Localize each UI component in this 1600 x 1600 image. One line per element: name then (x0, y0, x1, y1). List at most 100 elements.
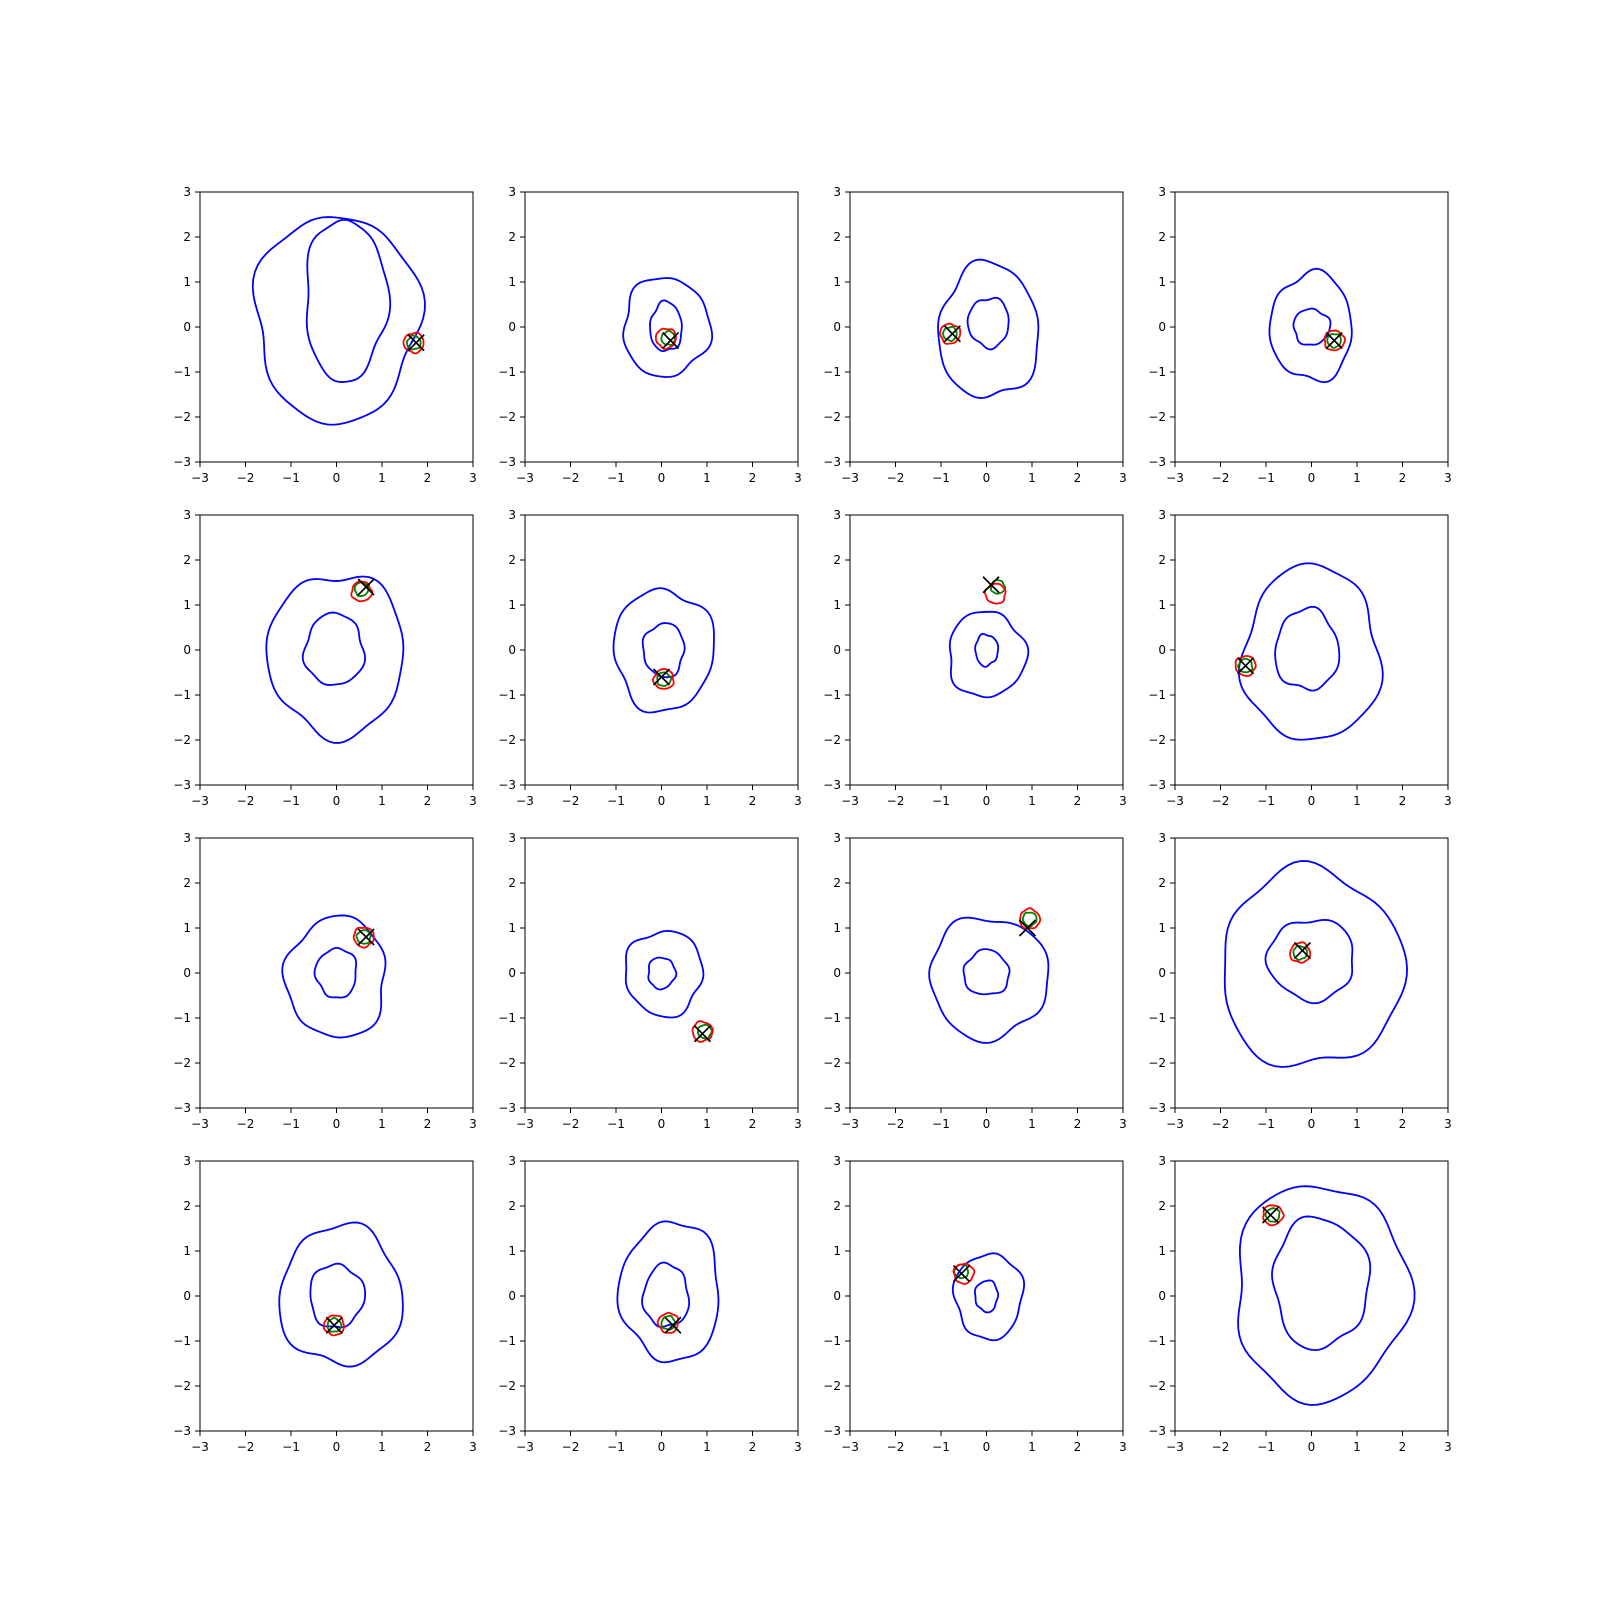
y-tick-label: 2 (183, 876, 191, 890)
x-tick-label: 1 (703, 471, 711, 485)
y-tick-label: −3 (1148, 455, 1166, 469)
x-tick-label: −3 (841, 471, 859, 485)
x-tick-label: 3 (1444, 471, 1452, 485)
x-tick-label: −1 (282, 1440, 300, 1454)
y-tick-label: −1 (1148, 365, 1166, 379)
panel-3-3: −3−3 −2 −2 −1 −1 0 0 1 1 2 2 3 3 (823, 831, 1127, 1131)
panel-4-1: −3−3 −2 −2 −1 −1 0 0 1 1 2 2 3 3 (173, 1154, 477, 1454)
y-tick-label: −1 (1148, 1011, 1166, 1025)
x-tick-label: −2 (562, 1440, 580, 1454)
x-tick-label: −2 (1212, 471, 1230, 485)
x-tick-label: −2 (562, 794, 580, 808)
x-marker-stroke (952, 1264, 971, 1283)
x-tick-label: −3 (1166, 1440, 1184, 1454)
x-tick-label: −3 (1166, 794, 1184, 808)
y-tick-label: −3 (498, 1424, 516, 1438)
inner-contour (1264, 918, 1354, 1005)
x-tick-label: −1 (607, 1440, 625, 1454)
x-tick-label: −2 (237, 1117, 255, 1131)
x-tick-label: −3 (191, 1117, 209, 1131)
x-tick-label: 3 (794, 471, 802, 485)
y-tick-label: 3 (508, 1154, 516, 1168)
x-marker (1018, 919, 1037, 937)
y-tick-label: −3 (173, 1101, 191, 1115)
x-tick-label: 2 (749, 1440, 757, 1454)
y-tick-label: 1 (183, 1244, 191, 1258)
y-tick-label: 3 (833, 831, 841, 845)
x-tick-label: −1 (932, 471, 950, 485)
outer-contour (1223, 860, 1408, 1068)
x-marker (357, 578, 375, 596)
x-marker (1236, 657, 1255, 675)
x-tick-label: 0 (983, 471, 991, 485)
y-tick-label: 2 (183, 1199, 191, 1213)
x-tick-label: −3 (841, 1117, 859, 1131)
x-tick-label: −2 (1212, 1440, 1230, 1454)
x-marker-stroke (982, 576, 1000, 594)
x-tick-label: 2 (1074, 471, 1082, 485)
x-tick-label: 3 (1444, 794, 1452, 808)
x-tick-label: −1 (607, 794, 625, 808)
x-tick-label: 1 (703, 1117, 711, 1131)
y-tick-label: −1 (1148, 1334, 1166, 1348)
x-tick-label: 3 (469, 1117, 477, 1131)
inner-contour (1292, 307, 1332, 346)
x-marker-stroke (662, 331, 680, 350)
panel-4-4: −3−3 −2 −2 −1 −1 0 0 1 1 2 2 3 3 (1148, 1154, 1452, 1454)
y-tick-label: −2 (1148, 410, 1166, 424)
x-tick-label: −3 (1166, 471, 1184, 485)
panel-1-4: −3−3 −2 −2 −1 −1 0 0 1 1 2 2 3 3 (1148, 185, 1452, 485)
red-contour (939, 322, 962, 345)
green-contour (355, 929, 372, 945)
x-tick-label: 0 (983, 1117, 991, 1131)
inner-contour (1274, 605, 1341, 692)
x-tick-label: 1 (1353, 794, 1361, 808)
x-tick-label: −1 (282, 794, 300, 808)
green-contour (942, 325, 958, 342)
x-tick-label: 0 (333, 471, 341, 485)
y-tick-label: 0 (833, 1289, 841, 1303)
x-marker-stroke (943, 325, 961, 343)
y-tick-label: −2 (1148, 733, 1166, 747)
red-contour (983, 582, 1007, 605)
y-tick-label: 1 (833, 275, 841, 289)
y-tick-label: 3 (508, 831, 516, 845)
y-tick-label: −3 (823, 1101, 841, 1115)
inner-contour (966, 296, 1010, 351)
inner-contour (649, 299, 683, 353)
x-tick-label: 0 (1308, 794, 1316, 808)
x-tick-label: −2 (1212, 794, 1230, 808)
x-tick-label: 3 (794, 794, 802, 808)
outer-contour (612, 587, 715, 714)
y-tick-label: 1 (183, 921, 191, 935)
x-tick-label: −2 (887, 1440, 905, 1454)
x-tick-label: −2 (1212, 1117, 1230, 1131)
y-tick-label: −1 (823, 1011, 841, 1025)
outer-contour (1268, 267, 1353, 384)
x-marker-stroke (325, 1316, 343, 1334)
outer-contour (948, 610, 1030, 699)
y-tick-label: −2 (823, 1056, 841, 1070)
y-tick-label: 2 (833, 553, 841, 567)
x-tick-label: 3 (1444, 1117, 1452, 1131)
x-tick-label: 0 (658, 1440, 666, 1454)
green-contour (1237, 657, 1254, 674)
red-contour (1019, 907, 1042, 930)
y-tick-label: −3 (823, 455, 841, 469)
x-tick-label: −3 (191, 471, 209, 485)
x-tick-label: −2 (887, 471, 905, 485)
y-tick-label: 1 (1158, 1244, 1166, 1258)
x-marker-stroke (407, 334, 425, 352)
x-tick-label: −2 (887, 794, 905, 808)
x-tick-label: 3 (1119, 471, 1127, 485)
y-tick-label: 1 (1158, 598, 1166, 612)
y-tick-label: 2 (508, 1199, 516, 1213)
x-tick-label: −3 (516, 471, 534, 485)
y-tick-label: 0 (1158, 966, 1166, 980)
x-tick-label: 2 (424, 1440, 432, 1454)
y-tick-label: 3 (183, 185, 191, 199)
x-tick-label: −1 (607, 1117, 625, 1131)
x-tick-label: 2 (424, 471, 432, 485)
y-tick-label: 0 (1158, 643, 1166, 657)
